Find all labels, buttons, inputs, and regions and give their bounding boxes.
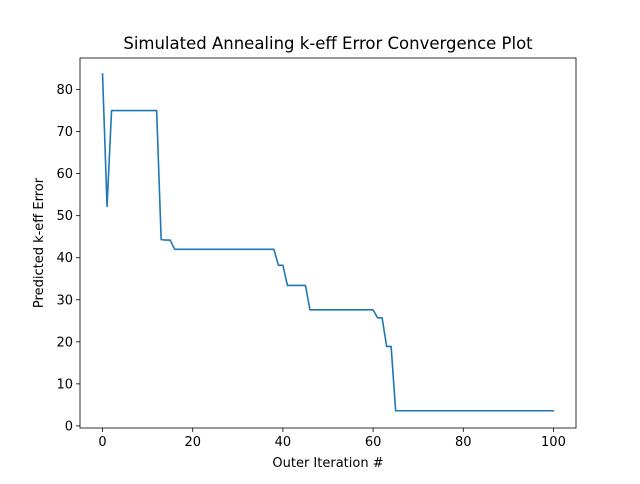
series-layer [101, 73, 555, 412]
plot-area-frame [79, 57, 577, 429]
y-tick-label: 50 [56, 209, 73, 224]
x-tick-label: 40 [275, 435, 292, 450]
y-tick-label: 80 [56, 83, 73, 98]
x-axis-ticks: 0 20 40 60 80 100 [98, 428, 566, 450]
x-tick-label: 60 [365, 435, 382, 450]
y-axis-ticks: 0 10 20 30 40 50 60 70 80 [56, 83, 80, 434]
y-tick-label: 40 [56, 251, 73, 266]
x-tick-label: 20 [184, 435, 201, 450]
y-tick-label: 30 [56, 293, 73, 308]
x-tick-label: 100 [541, 435, 566, 450]
x-tick-label: 0 [98, 435, 106, 450]
y-tick-label: 20 [56, 335, 73, 350]
y-tick-label: 70 [56, 125, 73, 140]
y-tick-label: 0 [65, 419, 73, 434]
series-line-1 [101, 73, 555, 412]
y-tick-label: 60 [56, 167, 73, 182]
x-axis-label: Outer Iteration # [272, 456, 383, 471]
y-axis-label: Predicted k-eff Error [32, 177, 47, 308]
y-tick-label: 10 [56, 377, 73, 392]
chart-title: Simulated Annealing k-eff Error Converge… [123, 34, 533, 53]
x-tick-label: 80 [455, 435, 472, 450]
